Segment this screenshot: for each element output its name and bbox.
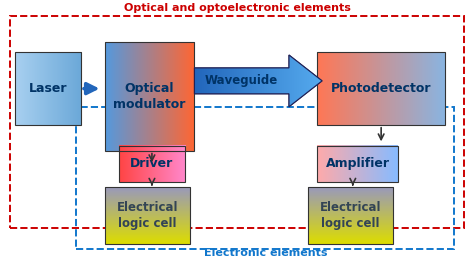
Text: Amplifier: Amplifier (326, 157, 390, 170)
Text: Photodetector: Photodetector (331, 82, 431, 95)
Text: Driver: Driver (130, 157, 173, 170)
Text: Waveguide: Waveguide (205, 74, 278, 87)
Text: Electrical
logic cell: Electrical logic cell (319, 201, 381, 230)
Text: Laser: Laser (29, 82, 67, 95)
Bar (15, 53, 81, 125)
Text: Electronic elements: Electronic elements (204, 248, 327, 258)
Polygon shape (194, 55, 322, 107)
Text: Optical and optoelectronic elements: Optical and optoelectronic elements (124, 3, 350, 13)
Text: Optical
modulator: Optical modulator (113, 82, 186, 111)
Text: Electrical
logic cell: Electrical logic cell (117, 201, 178, 230)
Bar (105, 187, 190, 244)
Bar (318, 146, 398, 182)
Bar (308, 187, 393, 244)
Bar (10, 16, 464, 228)
Bar (318, 53, 445, 125)
Bar (76, 107, 455, 249)
Bar (119, 146, 185, 182)
Bar (105, 42, 194, 151)
